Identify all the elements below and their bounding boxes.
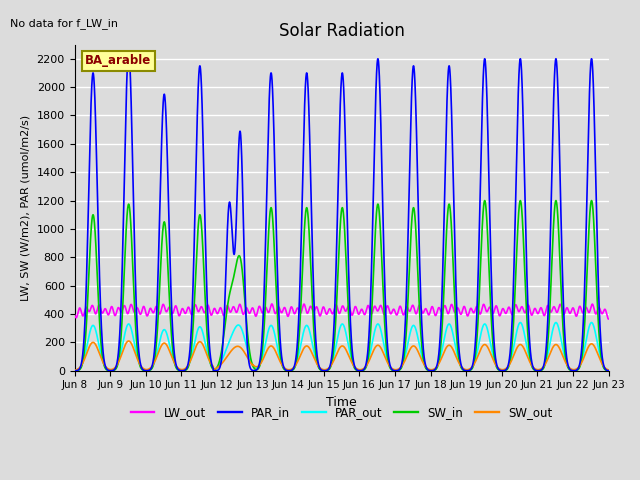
Legend: LW_out, PAR_in, PAR_out, SW_in, SW_out: LW_out, PAR_in, PAR_out, SW_in, SW_out xyxy=(126,401,557,423)
SW_in xyxy=(605,368,612,373)
SW_out xyxy=(605,367,612,373)
Text: No data for f_LW_in: No data for f_LW_in xyxy=(10,18,118,29)
SW_out xyxy=(415,351,423,357)
PAR_out xyxy=(588,320,595,325)
SW_out xyxy=(271,347,278,352)
Line: PAR_in: PAR_in xyxy=(74,52,609,371)
SW_out xyxy=(179,367,187,372)
SW_out xyxy=(70,368,78,373)
SW_in xyxy=(491,358,499,364)
SW_in xyxy=(70,368,78,373)
LW_out xyxy=(268,301,276,307)
Line: LW_out: LW_out xyxy=(74,304,609,319)
Text: BA_arable: BA_arable xyxy=(85,54,152,67)
SW_out xyxy=(185,361,193,367)
LW_out xyxy=(185,304,193,310)
Line: SW_out: SW_out xyxy=(74,341,609,371)
PAR_in xyxy=(209,368,217,373)
PAR_in xyxy=(603,367,611,373)
PAR_out xyxy=(605,368,612,373)
SW_in xyxy=(588,198,595,204)
PAR_out xyxy=(491,360,499,365)
LW_out xyxy=(605,316,612,322)
SW_in xyxy=(179,368,187,373)
PAR_in xyxy=(415,244,423,250)
PAR_out xyxy=(603,367,611,372)
SW_in xyxy=(415,299,423,305)
X-axis label: Time: Time xyxy=(326,396,357,409)
PAR_out xyxy=(415,341,423,347)
PAR_in xyxy=(70,368,78,373)
LW_out xyxy=(415,302,423,308)
LW_out xyxy=(271,310,278,315)
LW_out xyxy=(179,306,187,312)
PAR_out xyxy=(70,368,78,373)
SW_in xyxy=(185,362,193,368)
SW_out xyxy=(125,338,132,344)
LW_out xyxy=(70,312,78,318)
SW_in xyxy=(271,249,278,254)
PAR_in xyxy=(179,368,187,373)
Y-axis label: LW, SW (W/m2), PAR (umol/m2/s): LW, SW (W/m2), PAR (umol/m2/s) xyxy=(21,115,31,301)
PAR_out xyxy=(185,362,193,368)
PAR_in xyxy=(492,351,499,357)
PAR_in xyxy=(185,357,193,363)
Title: Solar Radiation: Solar Radiation xyxy=(278,22,404,40)
PAR_out xyxy=(271,330,278,336)
SW_out xyxy=(603,366,611,372)
LW_out xyxy=(603,312,611,317)
Line: SW_in: SW_in xyxy=(74,201,609,371)
LW_out xyxy=(605,316,612,322)
PAR_in xyxy=(125,49,132,55)
PAR_in xyxy=(605,368,612,373)
LW_out xyxy=(491,305,499,311)
Line: PAR_out: PAR_out xyxy=(74,323,609,371)
SW_in xyxy=(603,368,611,373)
SW_out xyxy=(491,360,499,366)
PAR_out xyxy=(179,367,187,373)
PAR_in xyxy=(271,156,278,161)
